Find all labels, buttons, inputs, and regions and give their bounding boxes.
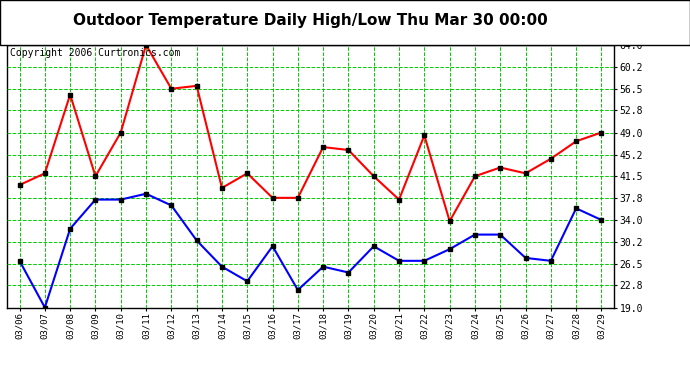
- Text: Outdoor Temperature Daily High/Low Thu Mar 30 00:00: Outdoor Temperature Daily High/Low Thu M…: [73, 13, 548, 28]
- Text: Copyright 2006 Curtronics.com: Copyright 2006 Curtronics.com: [10, 48, 180, 58]
- Text: Outdoor Temperature Daily High/Low Thu Mar 30 00:00: Outdoor Temperature Daily High/Low Thu M…: [73, 13, 548, 28]
